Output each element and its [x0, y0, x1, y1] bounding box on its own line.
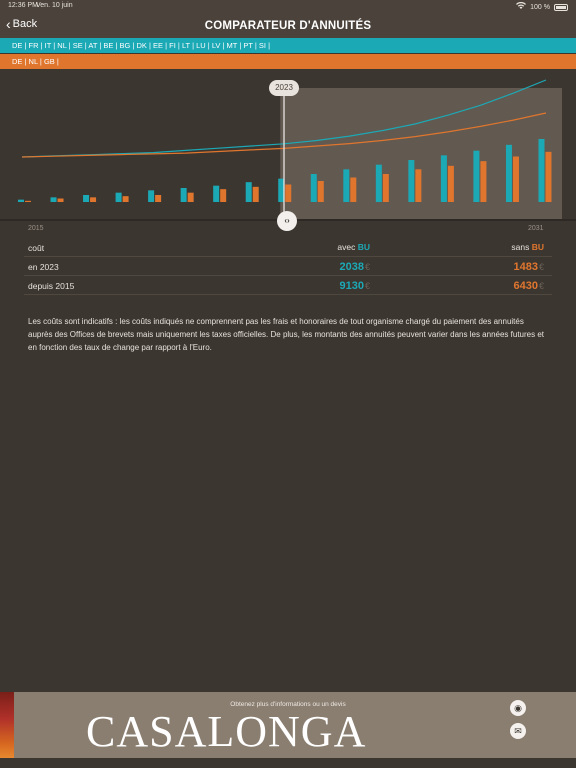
back-label: Back [12, 18, 38, 30]
header-sans-prefix: sans [511, 242, 532, 252]
chart-svg [0, 79, 576, 221]
home-indicator-area [0, 758, 576, 768]
brand-color-strip [0, 692, 14, 758]
currency-symbol: € [538, 281, 544, 291]
header-sans-strong: BU [531, 242, 544, 252]
status-time: 12:36 PM [8, 2, 38, 9]
wifi-icon [516, 1, 527, 12]
bar-avec-2026 [375, 164, 382, 202]
header-avec-strong: BU [357, 242, 370, 252]
bar-avec-2031 [538, 139, 545, 202]
bar-sans-2021 [220, 189, 227, 202]
battery-text: 100 % [530, 3, 550, 11]
bar-avec-2021 [213, 185, 220, 202]
bar-avec-2017 [83, 195, 90, 202]
globe-icon[interactable]: ◉ [510, 700, 526, 716]
mail-icon[interactable]: ✉ [510, 723, 526, 739]
bar-sans-2027 [415, 169, 422, 202]
footer-cta: Obtenez plus d'informations ou un devis [230, 701, 346, 708]
bar-sans-2018 [122, 196, 129, 202]
country-list-sans-bu: DE | NL | GB | [0, 54, 576, 69]
casalonga-logo: CASALONGA [86, 707, 367, 756]
bar-sans-2022 [252, 186, 259, 202]
end-year-label: 2031 [528, 225, 544, 232]
disclaimer-text: Les coûts sont indicatifs : les coûts in… [28, 317, 544, 352]
table-row: en 2023 2038€ 1483€ [24, 257, 552, 276]
bar-sans-2030 [512, 156, 519, 202]
bar-sans-2017 [90, 197, 97, 202]
row-label: en 2023 [28, 262, 59, 272]
battery-icon [554, 3, 568, 11]
cost-table: coût avec BU sans BU en 2023 2038€ 1483€… [24, 238, 552, 295]
selected-year-pill: 2023 [269, 80, 299, 96]
footer-banner[interactable]: Obtenez plus d'informations ou un devis … [0, 692, 576, 758]
header-sans-bu: sans BU [511, 242, 544, 252]
bar-avec-2025 [343, 169, 350, 202]
sans-amount: 1483 [513, 261, 538, 273]
status-date: Ven. 10 juin [36, 2, 73, 9]
avec-amount: 9130 [339, 280, 364, 292]
avec-amount: 2038 [339, 261, 364, 273]
bar-avec-2015 [18, 199, 24, 202]
nav-bar: ‹ Back COMPARATEUR D'ANNUITÉS [0, 13, 576, 38]
row-sans-value: 1483€ [514, 261, 545, 273]
year-slider-handle[interactable]: ‹› [277, 211, 297, 231]
row-sans-value: 6430€ [514, 280, 545, 292]
bar-avec-2023 [278, 178, 285, 202]
bar-avec-2029 [473, 150, 480, 202]
bar-avec-2027 [408, 160, 415, 202]
page-title: COMPARATEUR D'ANNUITÉS [204, 20, 372, 32]
sans-amount: 6430 [513, 280, 538, 292]
header-cost-label: coût [28, 243, 45, 253]
header-avec-bu: avec BU [337, 242, 370, 252]
status-right: 100 % [516, 1, 568, 12]
currency-symbol: € [538, 262, 544, 272]
bar-sans-2023 [285, 184, 292, 202]
bar-sans-2024 [317, 181, 324, 202]
bar-sans-2019 [155, 195, 162, 202]
bar-sans-2025 [350, 177, 357, 202]
bar-avec-2016 [50, 197, 57, 202]
header-avec-prefix: avec [337, 242, 358, 252]
table-header-row: coût avec BU sans BU [24, 238, 552, 257]
bar-sans-2029 [480, 161, 487, 202]
row-avec-value: 9130€ [340, 280, 371, 292]
currency-symbol: € [364, 281, 370, 291]
bar-sans-2026 [382, 174, 389, 202]
country-list-avec-bu: DE | FR | IT | NL | SE | AT | BE | BG | … [0, 38, 576, 53]
chevron-left-icon: ‹ [6, 16, 11, 32]
bar-sans-2020 [187, 192, 194, 202]
bar-sans-2016 [57, 198, 64, 202]
bar-avec-2019 [148, 190, 155, 202]
row-label: depuis 2015 [28, 281, 75, 291]
bar-sans-2028 [447, 165, 454, 202]
table-row: depuis 2015 9130€ 6430€ [24, 276, 552, 295]
bar-sans-2031 [545, 151, 552, 202]
row-avec-value: 2038€ [340, 261, 371, 273]
annuity-chart[interactable] [0, 70, 576, 230]
currency-symbol: € [364, 262, 370, 272]
bar-avec-2022 [245, 182, 252, 202]
bar-avec-2028 [440, 155, 447, 202]
bar-sans-2015 [25, 200, 31, 202]
start-year-label: 2015 [28, 225, 44, 232]
bar-avec-2030 [505, 144, 512, 202]
bar-avec-2020 [180, 188, 187, 202]
status-bar: 12:36 PM Ven. 10 juin 100 % [0, 0, 576, 13]
bar-avec-2018 [115, 192, 122, 202]
back-button[interactable]: ‹ Back [6, 16, 38, 32]
bar-avec-2024 [310, 174, 317, 202]
